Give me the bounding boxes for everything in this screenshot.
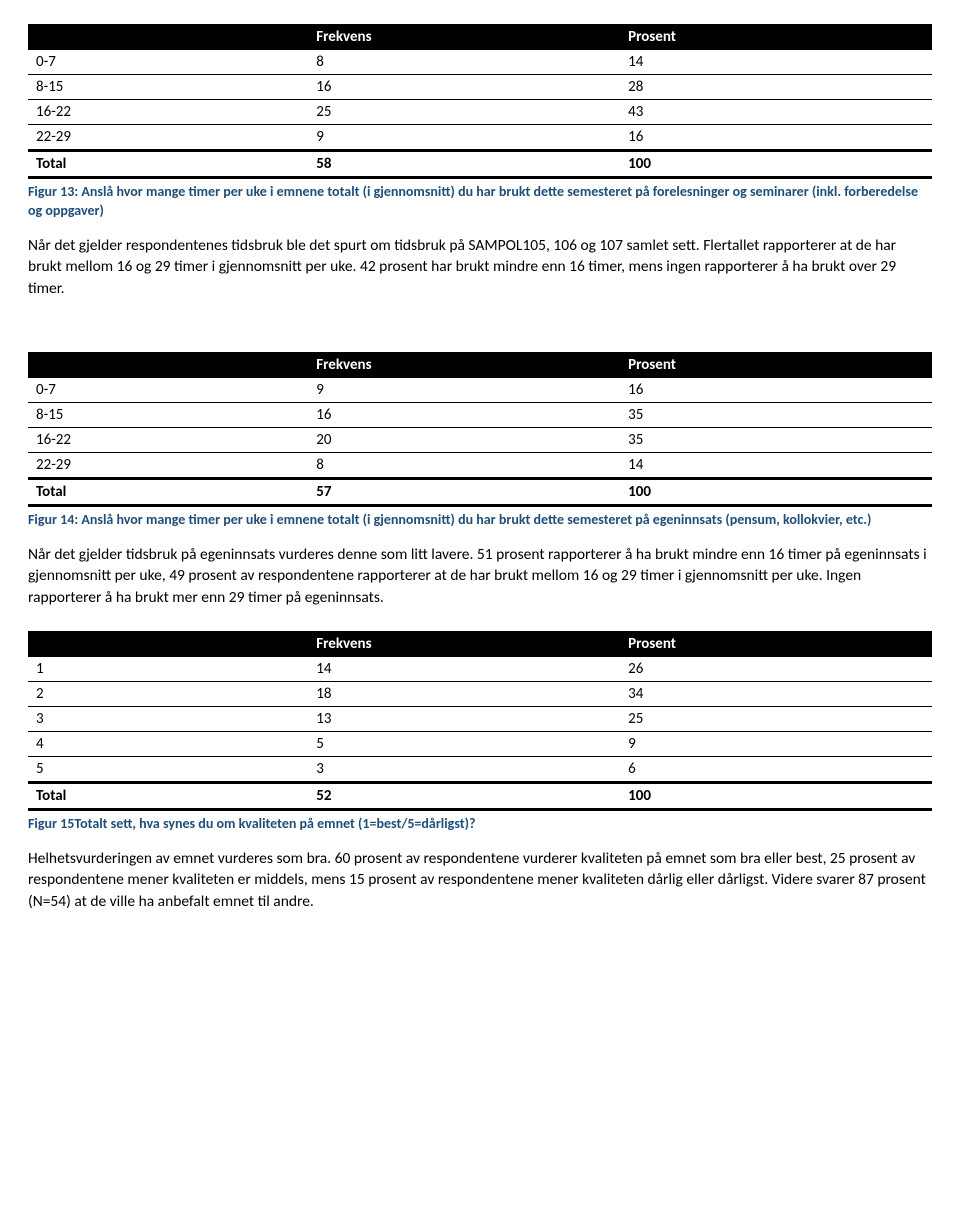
cell: 20 (308, 427, 620, 452)
cell: 5 (308, 731, 620, 756)
table-header (28, 352, 308, 378)
cell: 16 (308, 402, 620, 427)
cell-total: 100 (620, 478, 932, 505)
paragraph: Helhetsvurderingen av emnet vurderes som… (28, 848, 932, 913)
cell: 9 (308, 125, 620, 151)
cell-total: 57 (308, 478, 620, 505)
cell: 43 (620, 100, 932, 125)
cell-total: Total (28, 151, 308, 178)
cell: 0-7 (28, 50, 308, 75)
cell: 16-22 (28, 427, 308, 452)
cell-total: 58 (308, 151, 620, 178)
cell-total: Total (28, 478, 308, 505)
table-header: Prosent (620, 24, 932, 50)
table-header: Frekvens (308, 24, 620, 50)
cell-total: 100 (620, 782, 932, 809)
cell: 16-22 (28, 100, 308, 125)
cell: 22-29 (28, 125, 308, 151)
cell: 0-7 (28, 378, 308, 403)
cell: 22-29 (28, 452, 308, 478)
table-header: Frekvens (308, 631, 620, 657)
cell: 28 (620, 75, 932, 100)
cell: 1 (28, 657, 308, 682)
cell: 14 (620, 452, 932, 478)
table-figur-14: Frekvens Prosent 0-7916 8-151635 16-2220… (28, 352, 932, 507)
cell: 9 (620, 731, 932, 756)
cell-total: 52 (308, 782, 620, 809)
cell: 2 (28, 681, 308, 706)
cell: 13 (308, 706, 620, 731)
cell: 35 (620, 427, 932, 452)
cell: 25 (308, 100, 620, 125)
caption-figur-15: Figur 15Totalt sett, hva synes du om kva… (28, 815, 932, 834)
cell: 16 (308, 75, 620, 100)
cell: 3 (28, 706, 308, 731)
cell: 8-15 (28, 75, 308, 100)
cell: 6 (620, 756, 932, 782)
cell-total: 100 (620, 151, 932, 178)
cell: 18 (308, 681, 620, 706)
cell-total: Total (28, 782, 308, 809)
cell: 16 (620, 125, 932, 151)
cell: 14 (308, 657, 620, 682)
cell: 26 (620, 657, 932, 682)
table-figur-13: Frekvens Prosent 0-7814 8-151628 16-2225… (28, 24, 932, 179)
cell: 8 (308, 452, 620, 478)
cell: 25 (620, 706, 932, 731)
cell: 4 (28, 731, 308, 756)
table-header (28, 24, 308, 50)
cell: 8-15 (28, 402, 308, 427)
cell: 5 (28, 756, 308, 782)
paragraph: Når det gjelder tidsbruk på egeninnsats … (28, 544, 932, 609)
cell: 34 (620, 681, 932, 706)
cell: 14 (620, 50, 932, 75)
cell: 9 (308, 378, 620, 403)
cell: 16 (620, 378, 932, 403)
caption-figur-13: Figur 13: Anslå hvor mange timer per uke… (28, 183, 932, 221)
table-header: Frekvens (308, 352, 620, 378)
cell: 35 (620, 402, 932, 427)
caption-figur-14: Figur 14: Anslå hvor mange timer per uke… (28, 511, 932, 530)
table-header: Prosent (620, 631, 932, 657)
table-header: Prosent (620, 352, 932, 378)
cell: 8 (308, 50, 620, 75)
table-header (28, 631, 308, 657)
paragraph: Når det gjelder respondentenes tidsbruk … (28, 235, 932, 300)
table-figur-15: Frekvens Prosent 11426 21834 31325 459 5… (28, 631, 932, 811)
cell: 3 (308, 756, 620, 782)
